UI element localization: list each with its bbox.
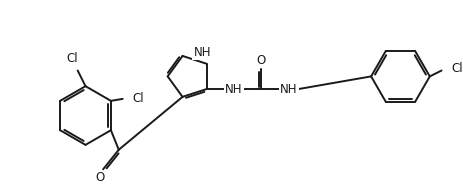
Text: NH: NH [225, 83, 242, 96]
Text: NH: NH [193, 45, 211, 58]
Text: O: O [95, 171, 105, 184]
Text: NH: NH [279, 83, 297, 96]
Text: Cl: Cl [66, 52, 77, 65]
Text: O: O [256, 54, 265, 67]
Text: Cl: Cl [132, 92, 144, 105]
Text: Cl: Cl [450, 62, 462, 75]
